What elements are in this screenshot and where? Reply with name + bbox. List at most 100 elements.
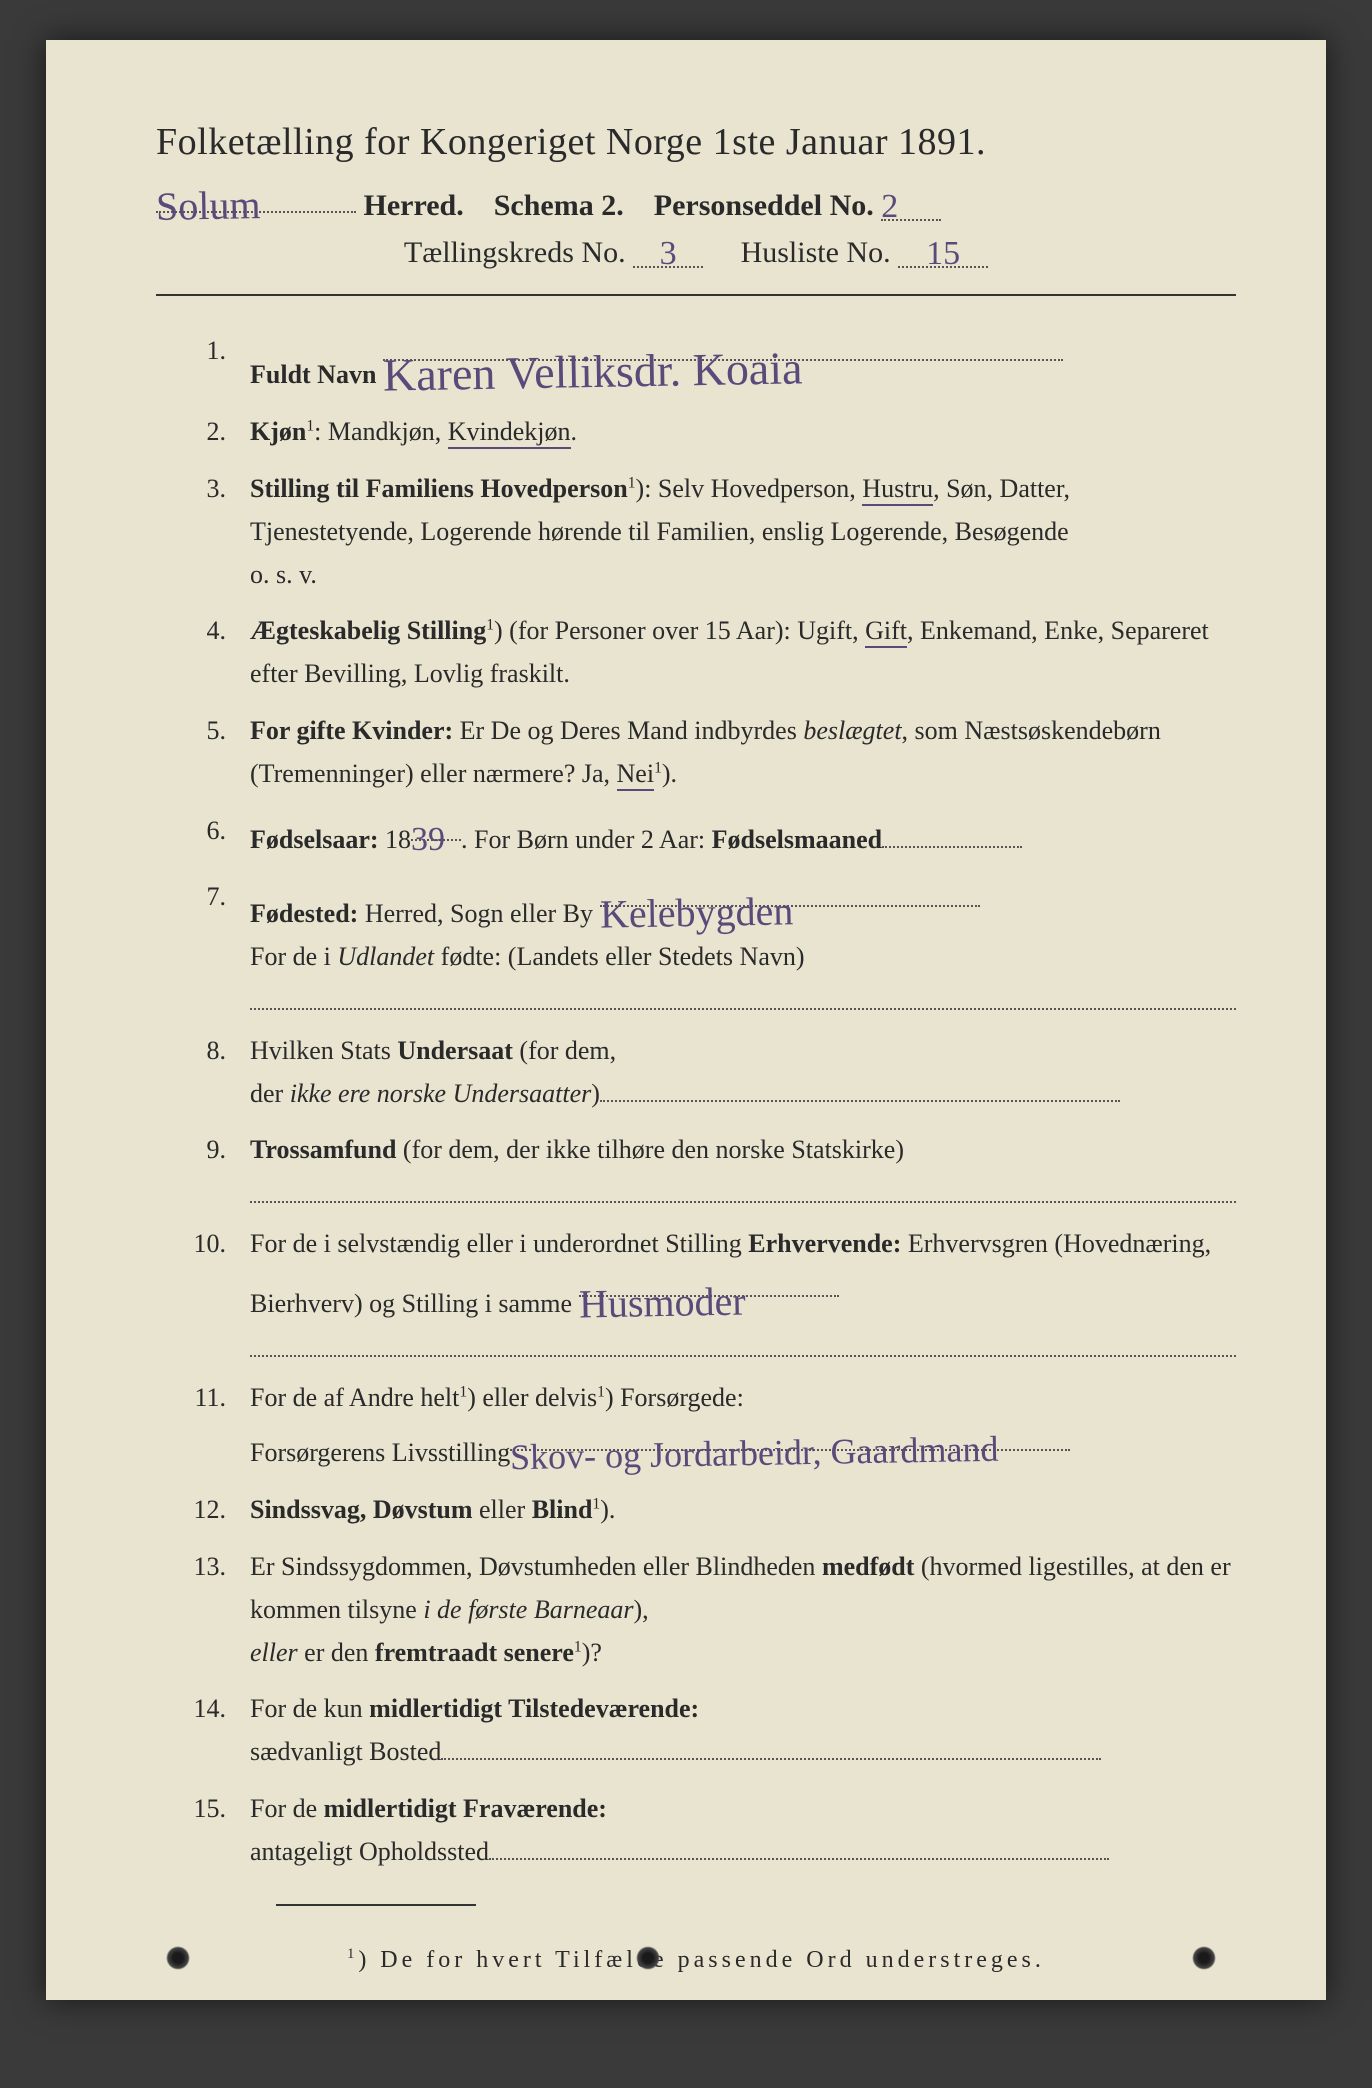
paper-hole [166,1946,190,1970]
page-title: Folketælling for Kongeriget Norge 1ste J… [156,120,1236,164]
item-number: 8. [156,1030,250,1116]
item-6-label2: Fødselsmaaned [712,825,882,854]
item-13-line2: er den [298,1638,375,1667]
kreds-label: Tællingskreds No. [404,236,626,269]
item-2-label: Kjøn [250,417,306,446]
item-4: 4. Ægteskabelig Stilling1) (for Personer… [156,610,1236,696]
item-10-occupation-hand: Husmoder [578,1269,746,1338]
sup-1: 1 [306,417,314,434]
item-6-label: Fødselsaar: [250,825,379,854]
item-15-line2: antageligt Opholdssted [250,1837,489,1866]
item-number: 5. [156,710,250,796]
item-12-label: Sindssvag, Døvstum [250,1495,473,1524]
item-8-end: ) [591,1079,600,1108]
item-12-label2: Blind [532,1495,593,1524]
item-13-body: Er Sindssygdommen, Døvstumheden eller Bl… [250,1552,822,1581]
item-2-tail: : Mandkjøn, [314,417,448,446]
item-number: 12. [156,1489,250,1532]
item-5: 5. For gifte Kvinder: Er De og Deres Man… [156,710,1236,796]
item-5-label: For gifte Kvinder: [250,716,453,745]
item-number: 9. [156,1129,250,1209]
item-number: 10. [156,1223,250,1363]
footnote: 1) De for hvert Tilfælde passende Ord un… [156,1946,1236,1974]
item-5-body: Er De og Deres Mand indbyrdes [453,716,803,745]
item-15-body: For de [250,1794,324,1823]
item-7-place-hand: Kelebygden [599,878,793,947]
item-8-body: Hvilken Stats [250,1036,397,1065]
item-7-italic: Udlandet [337,942,434,971]
item-2: 2. Kjøn1: Mandkjøn, Kvindekjøn. [156,411,1236,454]
item-number: 6. [156,810,250,862]
item-15: 15. For de midlertidigt Fraværende: anta… [156,1788,1236,1874]
item-4-label: Ægteskabelig Stilling [250,616,486,645]
item-5-italic: beslægtet [803,716,901,745]
item-12-end: ). [600,1495,615,1524]
item-6-post: . For Børn under 2 Aar: [461,825,712,854]
item-2-underlined: Kvindekjøn [448,417,571,449]
item-14: 14. For de kun midlertidigt Tilstedevære… [156,1688,1236,1774]
item-11-mid: ) eller delvis [467,1383,597,1412]
census-form-page: Folketælling for Kongeriget Norge 1ste J… [46,40,1326,2000]
item-3-label: Stilling til Familiens Hovedperson [250,474,628,503]
item-8-label: Undersaat [397,1036,513,1065]
item-8-post: (for dem, [513,1036,616,1065]
item-7-body: Herred, Sogn eller By [358,899,593,928]
item-7-line2a: For de i [250,942,337,971]
form-items: 1. Fuldt Navn Karen Velliksdr. Koaia 2. … [156,330,1236,1874]
schema-label: Schema 2. [494,189,624,222]
footnote-text: ) De for hvert Tilfælde passende Ord und… [358,1947,1045,1973]
item-15-label: midlertidigt Fraværende: [324,1794,607,1823]
item-6-year-hand: 39 [411,812,445,868]
footnote-sup: 1 [347,1946,358,1962]
item-7-label: Fødested: [250,899,358,928]
item-14-label: midlertidigt Tilstedeværende: [369,1694,699,1723]
item-10: 10. For de i selvstændig eller i underor… [156,1223,1236,1363]
item-12-body: eller [473,1495,532,1524]
item-9: 9. Trossamfund (for dem, der ikke tilhør… [156,1129,1236,1209]
item-13: 13. Er Sindssygdommen, Døvstumheden elle… [156,1546,1236,1675]
sup-1: 1 [654,759,662,776]
sup-1: 1 [574,1638,582,1655]
item-11: 11. For de af Andre helt1) eller delvis1… [156,1377,1236,1475]
item-number: 7. [156,876,250,1016]
item-number: 1. [156,330,250,397]
item-10-label: Erhvervende: [748,1229,901,1258]
item-9-body: (for dem, der ikke tilhøre den norske St… [396,1135,904,1164]
item-11-provider-hand: Skov- og Jordarbeidr, Gaardmand [510,1420,999,1488]
item-1-label: Fuldt Navn [250,360,376,389]
husliste-label: Husliste No. [741,236,891,269]
item-1: 1. Fuldt Navn Karen Velliksdr. Koaia [156,330,1236,397]
item-14-line2: sædvanligt Bosted [250,1737,441,1766]
personseddel-no: 2 [881,188,898,226]
herred-label: Herred. [364,189,464,222]
item-5-underlined: Nei [617,759,655,791]
item-4-body: ) (for Personer over 15 Aar): Ugift, [494,616,865,645]
item-13-italic: i de første Barneaar [423,1595,633,1624]
kreds-no: 3 [660,235,677,273]
item-number: 2. [156,411,250,454]
item-number: 14. [156,1688,250,1774]
herred-handwritten: Solum [156,181,261,230]
item-number: 11. [156,1377,250,1475]
item-11-line2: Forsørgerens Livsstilling [250,1438,510,1467]
sup-1: 1 [486,617,494,634]
item-11-body: For de af Andre helt [250,1383,459,1412]
personseddel-label: Personseddel No. [654,189,874,222]
paper-hole [636,1946,660,1970]
item-13-post2: ), [633,1595,648,1624]
item-number: 13. [156,1546,250,1675]
item-13-line2i: eller [250,1638,298,1667]
item-7: 7. Fødested: Herred, Sogn eller By Keleb… [156,876,1236,1016]
item-8-italic: ikke ere norske Undersaatter [290,1079,592,1108]
item-5-end: ). [662,759,677,788]
husliste-no: 15 [926,235,960,273]
divider [156,294,1236,296]
item-13-end: )? [582,1638,602,1667]
sup-1: 1 [597,1383,605,1400]
sup-1: 1 [628,474,636,491]
item-number: 4. [156,610,250,696]
item-3-body: ): Selv Hovedperson, [636,474,863,503]
item-3: 3. Stilling til Familiens Hovedperson1):… [156,468,1236,597]
item-9-label: Trossamfund [250,1135,396,1164]
item-number: 3. [156,468,250,597]
